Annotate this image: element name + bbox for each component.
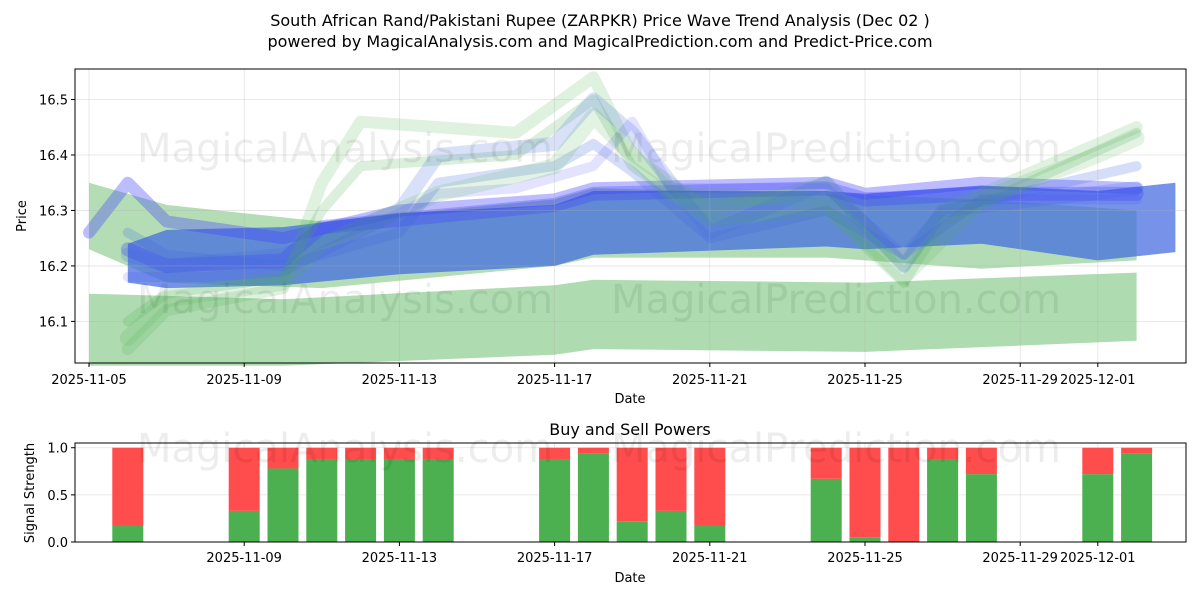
signal-x-ticks: 2025-11-09 2025-11-13 2025-11-17 2025-11-21…	[206, 542, 1136, 566]
price-y-tick-label: 16.2	[39, 260, 68, 275]
signal-y-tick-label: 0.5	[47, 489, 68, 504]
chart-title-line1: South African Rand/Pakistani Rupee (ZARP…	[270, 11, 930, 30]
wave-line-1	[83, 176, 1143, 245]
sell-bar	[383, 447, 415, 460]
sell-bar	[228, 447, 260, 511]
price-panel: MagicalAnalysis.com MagicalPrediction.co…	[15, 68, 1187, 407]
chart-title-line2: powered by MagicalAnalysis.com and Magic…	[267, 32, 932, 51]
price-x-tick-label: 2025-11-25	[827, 373, 903, 388]
signal-panel: Buy and Sell Powers MagicalAnalysis.com …	[23, 420, 1187, 586]
buy-bar	[539, 459, 571, 542]
price-x-tick-label: 2025-11-05	[51, 373, 127, 388]
buy-bar	[228, 510, 260, 542]
sell-bar	[810, 447, 842, 479]
sell-bar	[616, 447, 648, 522]
signal-x-tick-label: 2025-12-01	[1060, 551, 1136, 566]
buy-bar	[306, 459, 338, 542]
signal-x-tick-label: 2025-11-09	[206, 551, 282, 566]
sell-bar	[267, 447, 299, 469]
price-wave-lines	[83, 71, 1145, 356]
price-x-tick-label: 2025-11-09	[206, 373, 282, 388]
buy-bar	[577, 453, 609, 542]
price-x-tick-label: 2025-11-17	[517, 373, 593, 388]
watermark-analysis-top: MagicalAnalysis.com	[137, 126, 553, 172]
buy-bar	[927, 459, 959, 542]
wave-line-3	[121, 71, 1143, 356]
buy-bar	[1082, 474, 1114, 542]
price-y-tick-label: 16.5	[39, 94, 68, 109]
watermark-analysis-bottom: MagicalAnalysis.com	[137, 426, 553, 472]
sell-bar	[539, 447, 571, 460]
wave-line-8	[119, 108, 1145, 346]
buy-bar	[849, 537, 881, 542]
sell-bar	[927, 447, 959, 460]
sell-bar	[965, 447, 997, 475]
sell-bar	[577, 447, 609, 454]
buy-bar	[616, 521, 648, 542]
watermark-prediction-bottom: MagicalPrediction.com	[611, 426, 1061, 472]
sell-bar	[306, 447, 338, 460]
wave-line-2	[120, 181, 1144, 273]
signal-x-tick-label: 2025-11-25	[827, 551, 903, 566]
wave-line-4	[122, 94, 1142, 327]
buy-bar	[112, 525, 144, 542]
price-x-tick-label: 2025-11-21	[672, 373, 748, 388]
buy-bar	[1121, 453, 1153, 542]
buy-bar	[694, 525, 726, 542]
sell-bar	[694, 447, 726, 526]
watermark-analysis-mid: MagicalAnalysis.com	[137, 277, 553, 323]
wave-line-7	[122, 116, 1142, 282]
signal-x-label: Date	[614, 571, 645, 586]
sell-bar	[1121, 447, 1153, 454]
sell-bar	[849, 447, 881, 538]
signal-y-ticks: 0.0 0.5 1.0	[47, 442, 75, 551]
wave-band-green-lower-band	[89, 272, 1137, 366]
signal-x-tick-label: 2025-11-17	[517, 551, 593, 566]
sell-bar	[422, 447, 454, 460]
buy-bar	[655, 510, 687, 542]
price-y-tick-label: 16.4	[39, 149, 68, 164]
price-x-tick-label: 2025-11-29	[982, 373, 1058, 388]
buy-bar	[267, 468, 299, 542]
price-x-tick-label: 2025-11-13	[362, 373, 438, 388]
price-y-tick-label: 16.3	[39, 204, 68, 219]
price-plot-frame	[74, 68, 1187, 364]
price-wave-bands	[89, 182, 1176, 366]
sell-bar	[112, 447, 144, 526]
wave-band-blue-main-band	[127, 182, 1176, 289]
price-grid	[75, 69, 1186, 363]
signal-y-tick-label: 1.0	[47, 442, 68, 457]
buy-bar	[383, 459, 415, 542]
price-x-label: Date	[614, 392, 645, 407]
signal-x-tick-label: 2025-11-13	[362, 551, 438, 566]
wave-line-5	[120, 92, 1144, 273]
signal-plot-frame	[74, 442, 1187, 543]
watermark-prediction-mid: MagicalPrediction.com	[611, 277, 1061, 323]
sell-bar	[888, 447, 920, 542]
price-y-tick-label: 16.1	[39, 315, 68, 330]
sell-bar	[345, 447, 377, 460]
signal-y-tick-label: 0.0	[47, 536, 68, 551]
buy-bar	[345, 459, 377, 542]
signal-x-tick-label: 2025-11-29	[982, 551, 1058, 566]
price-x-ticks: 2025-11-05 2025-11-09 2025-11-13 2025-11-17…	[51, 363, 1136, 388]
price-y-ticks: 16.1 16.2 16.3 16.4 16.5	[39, 94, 75, 330]
signal-bars	[112, 447, 1153, 542]
sell-bar	[1082, 447, 1114, 475]
signal-x-tick-label: 2025-11-21	[672, 551, 748, 566]
signal-title: Buy and Sell Powers	[549, 420, 711, 439]
signal-y-label: Signal Strength	[23, 443, 38, 543]
price-x-tick-label: 2025-12-01	[1060, 373, 1136, 388]
buy-bar	[810, 478, 842, 542]
watermark-prediction-top: MagicalPrediction.com	[611, 126, 1061, 172]
buy-bar	[422, 459, 454, 542]
sell-bar	[655, 447, 687, 511]
wave-line-6	[122, 138, 1142, 271]
buy-bar	[965, 474, 997, 542]
price-y-label: Price	[15, 200, 30, 232]
